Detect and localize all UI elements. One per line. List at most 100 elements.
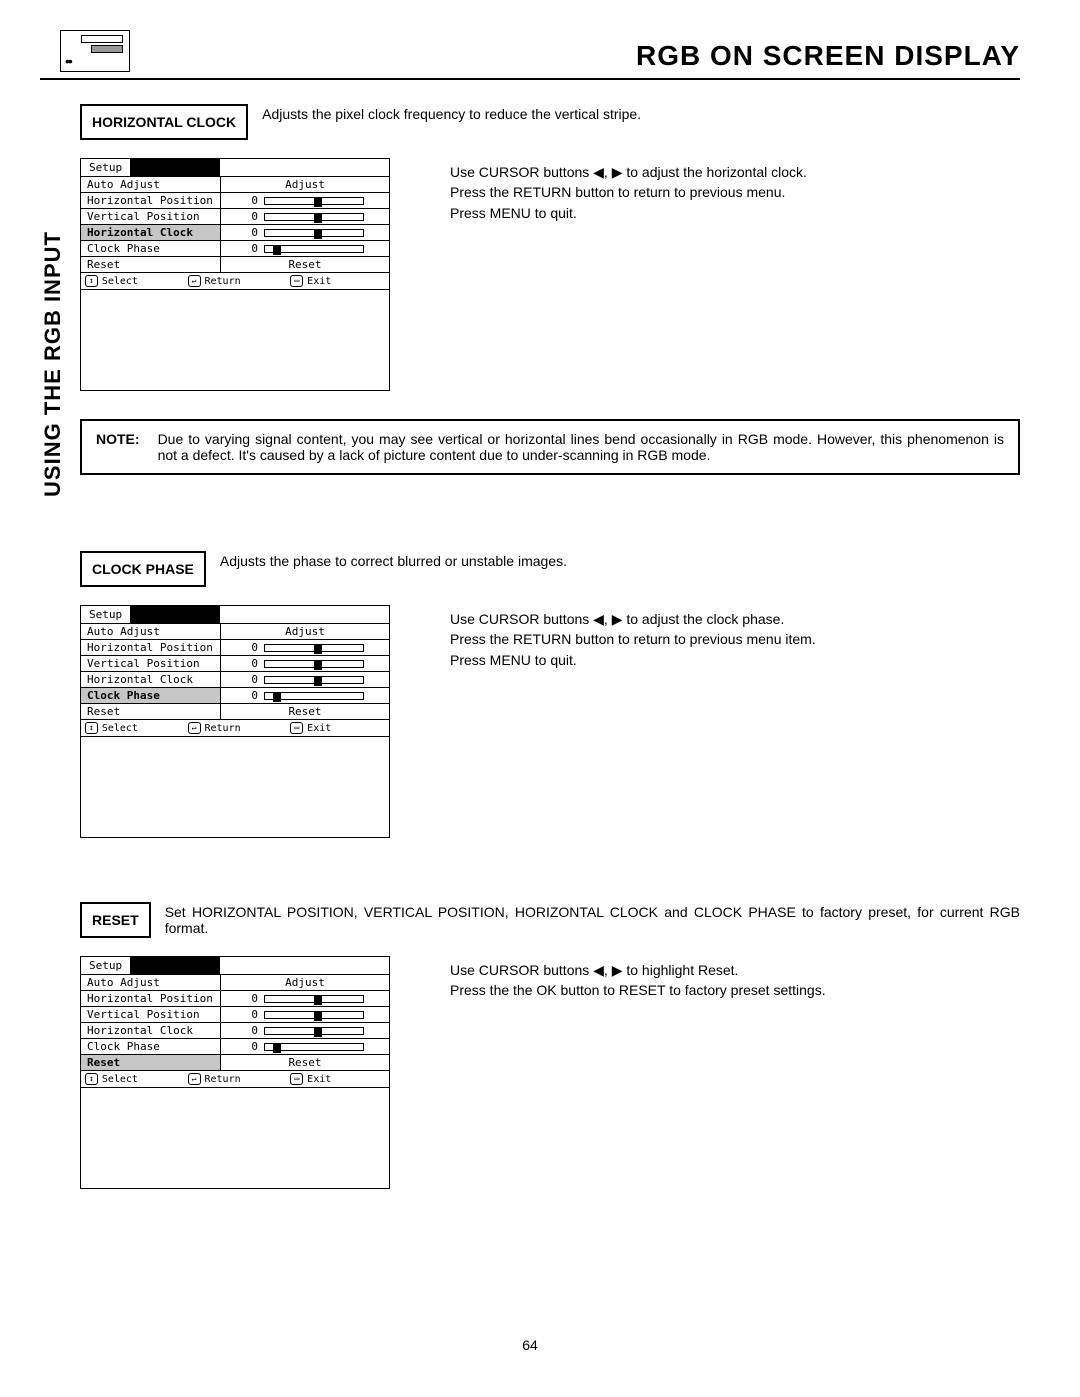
osd-footer-label: Return [205, 723, 241, 734]
osd-slider [264, 1027, 364, 1035]
title-rule [40, 78, 1020, 80]
osd-row-label: Vertical Position [81, 656, 221, 671]
note-box: NOTE: Due to varying signal content, you… [80, 419, 1020, 475]
osd-row: Clock Phase0 [81, 241, 389, 257]
osd-slider [264, 1011, 364, 1019]
osd-screenshot: SetupAuto AdjustAdjustHorizontal Positio… [80, 956, 390, 1189]
updown-icon: ↕ [85, 275, 98, 287]
osd-footer-label: Select [102, 1074, 138, 1085]
osd-row: Horizontal Clock0 [81, 1023, 389, 1039]
section-label: CLOCK PHASE [80, 551, 206, 587]
osd-row-value: Reset [221, 258, 389, 271]
osd-row-value: 0 [221, 641, 389, 654]
osd-row-value: 0 [221, 1040, 389, 1053]
osd-row-value: 0 [221, 226, 389, 239]
osd-row-value: 0 [221, 210, 389, 223]
return-icon: ↵ [188, 722, 201, 734]
osd-row-value: 0 [221, 657, 389, 670]
return-icon: ↵ [188, 1073, 201, 1085]
section-sidebar: USING THE RGB INPUT [40, 104, 80, 1217]
osd-row-label: Vertical Position [81, 209, 221, 224]
section-description: Adjusts the pixel clock frequency to red… [262, 104, 1020, 122]
osd-footer-label: Exit [307, 723, 331, 734]
note-label: NOTE: [96, 431, 140, 463]
osd-row: Clock Phase0 [81, 1039, 389, 1055]
osd-row-label: Horizontal Clock [81, 672, 221, 687]
osd-row: Horizontal Position0 [81, 193, 389, 209]
content-area: HORIZONTAL CLOCK Adjusts the pixel clock… [80, 104, 1020, 1217]
osd-slider [264, 213, 364, 221]
osd-row-label: Auto Adjust [81, 975, 221, 990]
osd-row-label: Horizontal Clock [81, 1023, 221, 1038]
osd-row-label: Reset [81, 257, 221, 272]
page-title: RGB ON SCREEN DISPLAY [636, 40, 1020, 72]
osd-row: Auto AdjustAdjust [81, 624, 389, 640]
osd-tab-indicator [130, 606, 220, 623]
osd-row-value: 0 [221, 194, 389, 207]
osd-row: Horizontal Position0 [81, 991, 389, 1007]
osd-footer: ↕ Select ↵ Return ▭ Exit [81, 1071, 389, 1088]
osd-row: Auto AdjustAdjust [81, 975, 389, 991]
section-description: Set HORIZONTAL POSITION, VERTICAL POSITI… [165, 902, 1020, 936]
osd-screenshot: SetupAuto AdjustAdjustHorizontal Positio… [80, 158, 390, 391]
osd-row: Horizontal Clock0 [81, 672, 389, 688]
section-header: CLOCK PHASE Adjusts the phase to correct… [80, 551, 1020, 587]
osd-row-value: Adjust [221, 178, 389, 191]
osd-row-label: Horizontal Position [81, 193, 221, 208]
section-label: RESET [80, 902, 151, 938]
section-instructions: Use CURSOR buttons ◀, ▶ to highlight Res… [450, 956, 826, 1001]
section-header: HORIZONTAL CLOCK Adjusts the pixel clock… [80, 104, 1020, 140]
osd-row-label: Vertical Position [81, 1007, 221, 1022]
osd-row: Vertical Position0 [81, 209, 389, 225]
osd-row-label: Clock Phase [81, 241, 221, 256]
osd-row-label: Reset [81, 704, 221, 719]
osd-footer-label: Exit [307, 276, 331, 287]
menu-icon: ▭ [290, 275, 303, 287]
osd-footer-label: Return [205, 1074, 241, 1085]
osd-footer: ↕Select↵Return▭Exit [81, 720, 389, 737]
osd-row: Auto AdjustAdjust [81, 177, 389, 193]
osd-row-value: Adjust [221, 976, 389, 989]
osd-slider [264, 197, 364, 205]
osd-row-value: Adjust [221, 625, 389, 638]
osd-footer-label: Exit [307, 1074, 331, 1085]
osd-footer-label: Select [102, 276, 138, 287]
osd-tab-indicator [130, 957, 220, 974]
osd-row: ResetReset [81, 1055, 389, 1071]
osd-row: Horizontal Position0 [81, 640, 389, 656]
osd-row: ResetReset [81, 704, 389, 720]
osd-row: Horizontal Clock0 [81, 225, 389, 241]
osd-slider [264, 245, 364, 253]
return-icon: ↵ [188, 275, 201, 287]
osd-row-label: Clock Phase [81, 1039, 221, 1054]
menu-icon: ▭ [290, 1073, 303, 1085]
osd-row-label: Horizontal Clock [81, 225, 221, 240]
osd-footer-label: Select [102, 723, 138, 734]
osd-tab: Setup [81, 957, 131, 974]
osd-row-value: 0 [221, 673, 389, 686]
osd-row-value: 0 [221, 1008, 389, 1021]
section-description: Adjusts the phase to correct blurred or … [220, 551, 1020, 569]
osd-tab-indicator [130, 159, 220, 176]
osd-tab: Setup [81, 159, 131, 176]
section-body: SetupAuto AdjustAdjustHorizontal Positio… [80, 605, 1020, 838]
updown-icon: ↕ [85, 1073, 98, 1085]
osd-row-value: 0 [221, 689, 389, 702]
osd-row-label: Horizontal Position [81, 640, 221, 655]
osd-footer-label: Return [205, 276, 241, 287]
note-body: Due to varying signal content, you may s… [158, 431, 1004, 463]
osd-row-label: Clock Phase [81, 688, 221, 703]
page-header: •• RGB ON SCREEN DISPLAY [40, 30, 1020, 72]
menu-icon: ▭ [290, 722, 303, 734]
osd-slider [264, 660, 364, 668]
osd-row-label: Auto Adjust [81, 177, 221, 192]
brand-icon: •• [60, 30, 130, 72]
section-sidebar-label: USING THE RGB INPUT [40, 231, 66, 497]
osd-screenshot: SetupAuto AdjustAdjustHorizontal Positio… [80, 605, 390, 838]
osd-row: Vertical Position0 [81, 1007, 389, 1023]
osd-row-value: 0 [221, 1024, 389, 1037]
section-header: RESET Set HORIZONTAL POSITION, VERTICAL … [80, 902, 1020, 938]
osd-slider [264, 995, 364, 1003]
osd-slider [264, 692, 364, 700]
page-number: 64 [40, 1337, 1020, 1353]
